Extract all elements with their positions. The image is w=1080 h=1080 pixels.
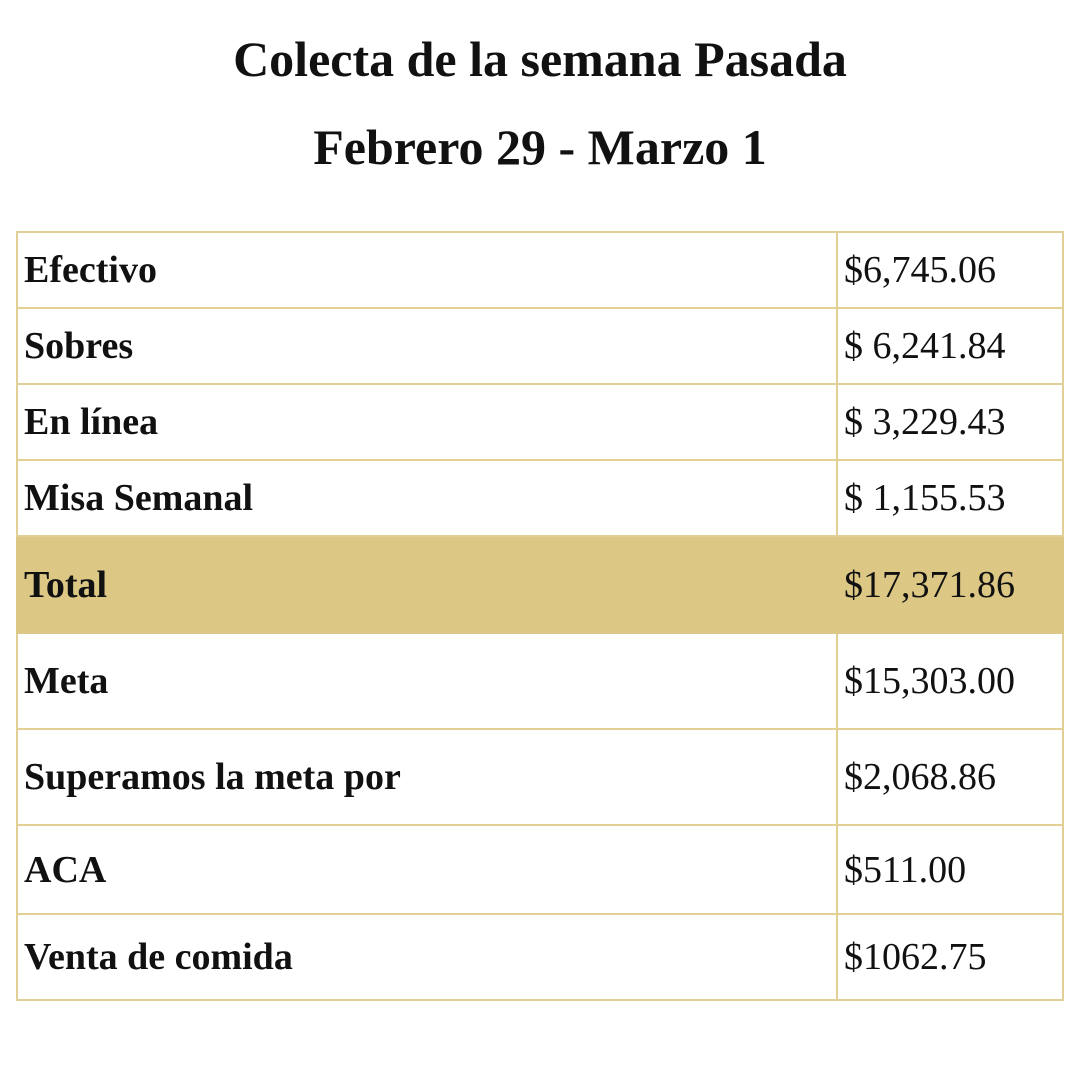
row-label: Sobres	[16, 307, 838, 385]
row-value: $17,371.86	[836, 535, 1064, 634]
row-value: $ 6,241.84	[836, 307, 1064, 385]
row-label: Superamos la meta por	[16, 728, 838, 826]
table-row: Superamos la meta por $2,068.86	[16, 728, 1064, 826]
title: Colecta de la semana Pasada	[233, 31, 847, 87]
row-value: $511.00	[836, 824, 1064, 915]
row-value: $6,745.06	[836, 231, 1064, 309]
table-row: En línea $ 3,229.43	[16, 383, 1064, 461]
row-label: Venta de comida	[16, 913, 838, 1001]
row-value: $15,303.00	[836, 632, 1064, 730]
row-label: Misa Semanal	[16, 459, 838, 537]
row-label: ACA	[16, 824, 838, 915]
table-row: Venta de comida $1062.75	[16, 913, 1064, 1001]
row-value: $ 1,155.53	[836, 459, 1064, 537]
row-value: $1062.75	[836, 913, 1064, 1001]
table-row: Meta $15,303.00	[16, 632, 1064, 730]
row-value: $2,068.86	[836, 728, 1064, 826]
row-value: $ 3,229.43	[836, 383, 1064, 461]
row-label: Efectivo	[16, 231, 838, 309]
table-row: Total $17,371.86	[16, 535, 1064, 634]
collection-table: Efectivo $6,745.06 Sobres $ 6,241.84 En líne…	[16, 231, 1064, 1001]
row-label: Meta	[16, 632, 838, 730]
row-label: En línea	[16, 383, 838, 461]
table-row: Misa Semanal $ 1,155.53	[16, 459, 1064, 537]
subtitle: Febrero 29 - Marzo 1	[313, 119, 767, 175]
table-row: ACA $511.00	[16, 824, 1064, 915]
table-row: Sobres $ 6,241.84	[16, 307, 1064, 385]
row-label: Total	[16, 535, 838, 634]
table-row: Efectivo $6,745.06	[16, 231, 1064, 309]
